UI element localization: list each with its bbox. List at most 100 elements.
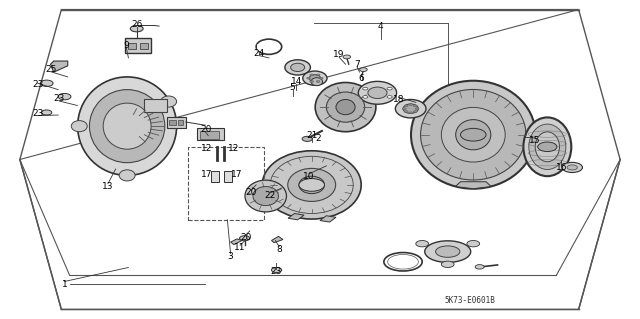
- Text: 1: 1: [61, 279, 67, 288]
- Text: 16: 16: [556, 163, 567, 172]
- Text: 23: 23: [32, 80, 44, 89]
- Circle shape: [442, 261, 454, 268]
- Text: 6: 6: [358, 74, 364, 83]
- Bar: [211, 171, 219, 182]
- Text: 17: 17: [231, 170, 243, 179]
- Circle shape: [131, 26, 143, 32]
- Text: 22: 22: [264, 191, 276, 200]
- Circle shape: [413, 111, 417, 113]
- Bar: [167, 117, 186, 128]
- Circle shape: [319, 77, 323, 79]
- Circle shape: [316, 74, 320, 76]
- Text: 20: 20: [240, 233, 252, 242]
- Ellipse shape: [420, 89, 526, 180]
- Polygon shape: [51, 61, 68, 72]
- Circle shape: [409, 104, 413, 106]
- Polygon shape: [230, 239, 242, 245]
- Text: 14: 14: [291, 77, 302, 86]
- Bar: [170, 121, 175, 125]
- Text: 12: 12: [228, 144, 239, 153]
- Ellipse shape: [299, 176, 324, 194]
- Circle shape: [42, 110, 52, 115]
- Bar: [197, 128, 224, 140]
- Circle shape: [387, 87, 392, 90]
- Text: 20: 20: [245, 188, 257, 197]
- Text: 26: 26: [131, 20, 143, 29]
- Ellipse shape: [535, 132, 559, 162]
- Ellipse shape: [442, 108, 505, 162]
- Circle shape: [404, 105, 408, 107]
- Circle shape: [343, 55, 351, 59]
- Ellipse shape: [119, 170, 135, 181]
- Circle shape: [467, 241, 479, 247]
- Circle shape: [316, 80, 320, 82]
- Polygon shape: [20, 10, 620, 309]
- Circle shape: [538, 142, 557, 152]
- Bar: [188, 147, 264, 220]
- Bar: [140, 43, 148, 49]
- Bar: [224, 171, 232, 182]
- Text: 7: 7: [354, 60, 360, 69]
- Text: 23: 23: [270, 267, 282, 276]
- Circle shape: [58, 93, 71, 100]
- Ellipse shape: [285, 60, 310, 75]
- Circle shape: [567, 165, 577, 170]
- Ellipse shape: [436, 246, 460, 257]
- Circle shape: [413, 105, 417, 107]
- Ellipse shape: [358, 81, 397, 104]
- Ellipse shape: [368, 87, 387, 99]
- Ellipse shape: [326, 92, 365, 122]
- Ellipse shape: [303, 71, 327, 85]
- Text: 8: 8: [276, 245, 282, 254]
- Circle shape: [409, 112, 413, 114]
- Ellipse shape: [288, 168, 335, 201]
- Bar: [178, 121, 183, 125]
- Text: 25: 25: [45, 65, 57, 74]
- Text: 17: 17: [201, 170, 212, 179]
- Circle shape: [271, 268, 282, 272]
- Ellipse shape: [311, 78, 323, 86]
- Ellipse shape: [456, 120, 491, 150]
- Ellipse shape: [262, 151, 361, 219]
- Ellipse shape: [77, 77, 177, 175]
- Ellipse shape: [529, 124, 566, 169]
- Ellipse shape: [309, 75, 321, 82]
- Ellipse shape: [316, 83, 376, 132]
- Ellipse shape: [425, 241, 470, 263]
- Text: 4: 4: [378, 22, 383, 31]
- Text: 19: 19: [333, 50, 345, 59]
- Circle shape: [360, 68, 367, 71]
- Ellipse shape: [245, 180, 287, 212]
- Circle shape: [239, 236, 250, 241]
- Polygon shape: [456, 182, 491, 189]
- Ellipse shape: [90, 90, 165, 163]
- Text: 10: 10: [303, 172, 315, 181]
- Circle shape: [363, 87, 368, 90]
- Circle shape: [310, 80, 314, 82]
- Ellipse shape: [103, 103, 151, 149]
- Circle shape: [299, 179, 324, 191]
- Polygon shape: [320, 216, 336, 222]
- Ellipse shape: [291, 63, 305, 71]
- Text: 20: 20: [200, 125, 211, 134]
- Circle shape: [302, 136, 312, 141]
- Text: 23: 23: [32, 109, 44, 118]
- Text: 24: 24: [253, 48, 265, 58]
- Ellipse shape: [161, 96, 177, 107]
- Circle shape: [415, 108, 419, 110]
- Bar: [200, 131, 219, 139]
- Circle shape: [461, 128, 486, 141]
- Circle shape: [40, 80, 53, 86]
- Text: 21: 21: [307, 130, 318, 139]
- Text: 3: 3: [228, 252, 234, 261]
- Text: 12: 12: [201, 144, 212, 153]
- Text: 5: 5: [290, 83, 296, 92]
- Circle shape: [403, 108, 406, 110]
- Polygon shape: [288, 213, 304, 220]
- Text: 15: 15: [529, 136, 540, 145]
- Circle shape: [307, 77, 310, 79]
- Bar: [125, 38, 151, 53]
- Circle shape: [404, 111, 408, 113]
- Text: 2: 2: [316, 134, 321, 143]
- Ellipse shape: [403, 104, 419, 114]
